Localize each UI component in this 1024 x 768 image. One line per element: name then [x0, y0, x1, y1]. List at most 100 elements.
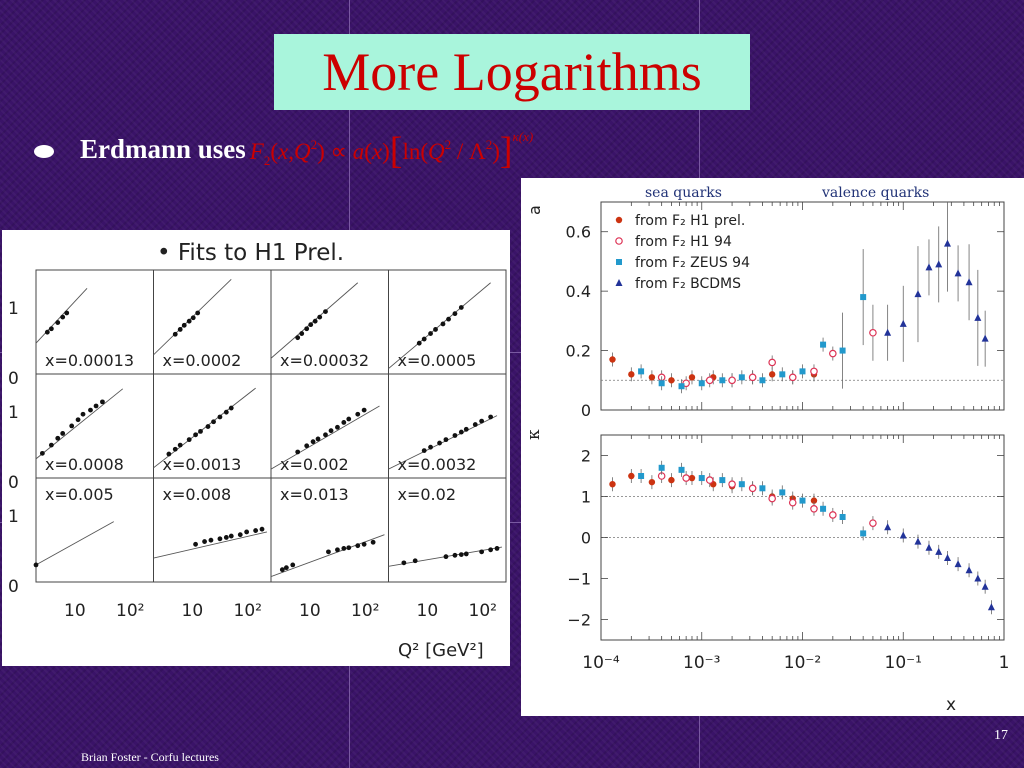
data-point: [421, 336, 427, 342]
panel-x-label: x=0.013: [280, 485, 349, 504]
data-point: [954, 560, 962, 568]
formula-proportional-symbol: ∝: [330, 139, 347, 164]
fit-panel: x=0.00032: [270, 269, 389, 375]
data-point: [60, 431, 66, 436]
data-point: [88, 407, 93, 413]
panel-x-label: x=0.0005: [398, 351, 477, 370]
data-point: [361, 407, 367, 413]
data-point: [452, 552, 458, 558]
data-point: [416, 340, 422, 346]
fit-panel: x=0.005: [33, 477, 154, 583]
data-point: [55, 320, 61, 325]
fits-figure-title: • Fits to H1 Prel.: [157, 240, 344, 266]
data-point: [925, 543, 933, 551]
formula-F: F: [249, 139, 264, 164]
data-point: [198, 428, 203, 434]
data-point: [488, 547, 494, 553]
x-tick-label: 1: [999, 653, 1010, 673]
y-tick-label: 0.2: [566, 342, 591, 361]
data-point: [48, 442, 54, 448]
data-point: [748, 373, 757, 382]
data-point: [810, 367, 818, 376]
data-point: [944, 554, 952, 561]
formula-Q: Q: [294, 139, 311, 164]
panel-x-label: x=0.00013: [45, 351, 134, 370]
x-tick-label: 10²: [469, 601, 497, 621]
data-point: [609, 481, 616, 488]
data-point: [283, 565, 289, 571]
fit-line: [36, 521, 114, 566]
data-point: [698, 380, 705, 387]
data-point: [279, 567, 285, 573]
data-point: [658, 380, 665, 387]
data-point: [829, 349, 837, 358]
x-tick-label: 10: [182, 601, 204, 621]
data-point: [446, 316, 451, 322]
data-point: [458, 552, 464, 558]
data-point: [615, 279, 623, 286]
x-tick-label: 10²: [351, 601, 379, 621]
data-point: [172, 331, 178, 337]
data-point: [616, 259, 622, 265]
x-tick-label: 10: [64, 601, 86, 621]
data-point: [401, 560, 407, 566]
data-point: [326, 549, 331, 555]
data-point: [177, 442, 183, 448]
data-point: [317, 314, 323, 320]
slide-title: More Logarithms: [322, 42, 702, 102]
data-point: [33, 562, 39, 568]
data-point: [628, 371, 635, 378]
data-point: [839, 514, 846, 520]
panel-x-label: x=0.0013: [163, 455, 242, 474]
data-point: [638, 368, 645, 375]
data-point: [974, 574, 982, 582]
data-point: [452, 311, 458, 317]
data-point: [987, 603, 995, 611]
data-point: [44, 329, 50, 335]
data-point: [738, 374, 745, 381]
data-point: [759, 377, 766, 384]
fit-panel: x=0.0008: [35, 373, 154, 479]
erdmann-parameters-figure: sea quarks valence quarks a κ x 0 0.2 0.4 0…: [521, 178, 1024, 716]
formula-F-subscript: 2: [263, 153, 271, 168]
data-point: [312, 318, 318, 324]
data-point: [328, 428, 334, 434]
data-point: [355, 411, 361, 417]
data-point: [820, 505, 827, 512]
series: [884, 202, 989, 367]
data-point: [304, 326, 310, 332]
data-point: [308, 322, 314, 328]
data-point: [355, 543, 361, 549]
data-point: [472, 422, 478, 427]
formula-ln: ln: [402, 139, 421, 164]
data-point: [299, 331, 305, 336]
formula-kappa-exponent: κ(x): [512, 129, 534, 144]
data-point: [884, 328, 892, 336]
x-tick-label: 10⁻⁴: [582, 653, 620, 673]
data-point: [202, 539, 207, 544]
data-point: [315, 436, 321, 442]
y-tick-label: −2: [567, 611, 591, 630]
data-point: [658, 464, 665, 471]
data-point: [488, 414, 494, 420]
series: [657, 469, 877, 531]
data-point: [39, 450, 45, 456]
data-point: [494, 546, 500, 551]
data-point: [370, 539, 376, 545]
y-tick-label: 1: [8, 299, 19, 319]
valence-quarks-label: valence quarks: [821, 185, 929, 201]
fit-line: [271, 534, 385, 577]
data-point: [668, 476, 675, 484]
legend-label: from F₂ H1 prel.: [635, 213, 745, 229]
data-point: [788, 498, 797, 507]
data-point: [93, 403, 99, 409]
data-point: [458, 305, 464, 310]
data-point: [346, 545, 352, 551]
data-point: [323, 309, 328, 314]
data-point: [361, 541, 367, 547]
data-point: [698, 475, 705, 482]
data-point: [80, 411, 86, 417]
page-number: 17: [994, 728, 1008, 743]
panel-x-label: x=0.0008: [45, 455, 124, 474]
panel-x-label: x=0.02: [398, 485, 457, 504]
